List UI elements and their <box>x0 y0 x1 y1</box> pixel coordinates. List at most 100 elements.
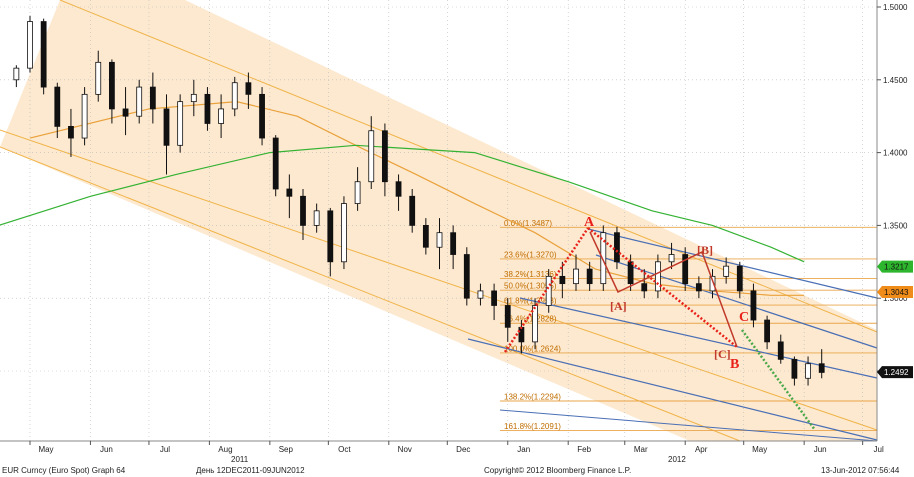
candle-body <box>518 326 525 343</box>
candle-body <box>354 181 361 204</box>
x-tick-label: May <box>752 445 767 454</box>
candle-body <box>573 268 579 285</box>
price-tag-label: 1.3217 <box>884 263 909 272</box>
candle-body <box>641 283 648 292</box>
price-tag-label: 1.2492 <box>884 368 909 377</box>
candle-body <box>13 67 20 81</box>
fib-level-label: 23.6%(1.3270) <box>504 250 557 259</box>
candle-body <box>695 283 702 292</box>
candle-body <box>559 275 566 285</box>
y-tick-label: 1.3500 <box>883 221 908 230</box>
candle-body <box>668 254 675 263</box>
x-tick-label: Sep <box>279 445 294 454</box>
x-tick-label: Dec <box>456 445 470 454</box>
candle-body <box>777 341 784 360</box>
candle-body <box>272 137 279 190</box>
fib-level-label: 61.8%(1.2953) <box>504 297 557 306</box>
blue-channel <box>467 228 878 442</box>
wave-label-a: A <box>584 215 595 230</box>
candle-body <box>614 232 620 263</box>
x-axis-ticks: May Jun Jul Aug Sep Oct Nov Dec Jan Feb Mar Apr May J… <box>29 441 884 454</box>
candle-body <box>463 254 470 299</box>
candle-body <box>313 210 320 226</box>
x-tick-label: Nov <box>398 445 412 454</box>
blue-line-5 <box>499 409 878 442</box>
x-tick-label: Feb <box>577 445 591 454</box>
wave-line-sub <box>589 231 738 348</box>
fib-level-label: 161.8%(1.2091) <box>504 422 561 431</box>
candle-body <box>709 275 716 292</box>
candle-body <box>764 319 770 343</box>
candle-body <box>818 363 825 373</box>
candle-body <box>231 82 238 110</box>
candle-body <box>586 268 593 285</box>
candle-body <box>95 61 102 95</box>
candle-body <box>805 363 811 379</box>
x-tick-label: Jun <box>814 445 827 454</box>
x-tick-label: Oct <box>338 445 351 454</box>
candle-body <box>341 203 347 263</box>
fib-level-label: 0.0%(1.3487) <box>504 219 552 228</box>
candle-body <box>409 195 416 226</box>
y-tick-label: 1.4000 <box>883 149 908 158</box>
candle-body <box>450 232 457 255</box>
candle-body <box>149 86 156 110</box>
moving-average-green <box>0 144 805 263</box>
wave-line-start-a <box>503 227 590 353</box>
wave-label-sub-c: [C] <box>714 347 731 361</box>
candle-body <box>136 86 143 117</box>
wave-lines <box>503 227 817 431</box>
candle-body <box>368 130 375 183</box>
candle-body <box>532 305 538 343</box>
price-tag-label: 1.3043 <box>884 288 909 297</box>
candle-body <box>109 61 115 110</box>
candle-body <box>381 130 388 183</box>
x-tick-label: Mar <box>634 445 648 454</box>
x-tick-label: Jul <box>874 445 884 454</box>
price-tag-box <box>877 366 913 379</box>
wave-label-c: C <box>739 310 749 325</box>
footer-copyright: Copyright© 2012 Bloomberg Finance L.P. <box>484 466 632 475</box>
footer-timestamp: 13-Jun-2012 07:56:44 <box>821 466 900 475</box>
blue-line-4 <box>467 338 878 441</box>
candle-body <box>750 290 757 321</box>
candle-body <box>245 82 252 95</box>
blue-line-3 <box>519 297 878 379</box>
candle-body <box>218 108 225 124</box>
candle-body <box>27 21 33 69</box>
candle-body <box>477 290 484 299</box>
channel-middle-line <box>0 129 878 431</box>
x-tick-label: Aug <box>218 445 232 454</box>
fib-level-label: 100.0%(1.2624) <box>504 344 561 353</box>
fib-level-label: 76.4%(1.2828) <box>504 315 557 324</box>
footer-instrument: EUR Curncy (Euro Spot) Graph 64 <box>2 466 126 475</box>
wave-label-sub-b: [B] <box>697 243 713 257</box>
candle-body <box>791 358 798 379</box>
wave-label-sub-a: [A] <box>610 299 627 313</box>
candle-body <box>491 290 498 306</box>
candle-body <box>545 275 552 306</box>
price-tags: 1.3217 1.3043 1.2492 <box>877 260 913 379</box>
candle-body <box>436 232 443 248</box>
candle-body <box>177 101 184 146</box>
candle-body <box>327 210 334 263</box>
x-tick-label: Apr <box>695 445 708 454</box>
candle-body <box>122 108 129 117</box>
candle-body <box>600 232 607 285</box>
channel-lower-line <box>0 146 741 442</box>
price-tag-box <box>877 285 913 298</box>
candle-body <box>40 21 47 88</box>
candle-body <box>163 108 170 146</box>
candle-body <box>190 93 197 103</box>
candle-body <box>54 86 61 127</box>
footer-range: День 12DEC2011-09JUN2012 <box>196 466 305 475</box>
candle-body <box>259 93 265 139</box>
candle-body <box>723 265 730 277</box>
candle-body <box>81 93 88 139</box>
fib-level-label: 138.2%(1.2294) <box>504 392 561 401</box>
blue-line-1 <box>587 228 878 299</box>
candle-body <box>655 261 661 292</box>
x-tick-label: Jan <box>517 445 530 454</box>
